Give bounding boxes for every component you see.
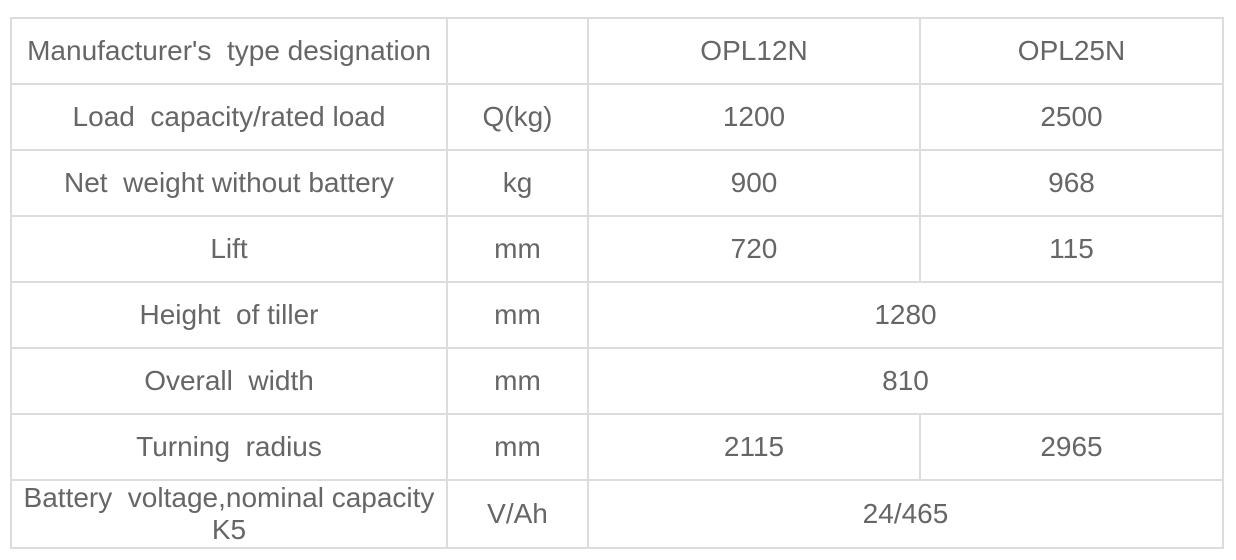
model2-value-cell: 2965 — [919, 413, 1224, 481]
spec-label-cell: Manufacturer's type designation — [10, 17, 448, 85]
unit-cell: mm — [446, 347, 589, 415]
spec-label-cell: Turning radius — [10, 413, 448, 481]
model2-value-cell: 968 — [919, 149, 1224, 217]
unit-cell: mm — [446, 281, 589, 349]
spec-label-cell: Overall width — [10, 347, 448, 415]
header-row: Manufacturer's type designation OPL12N O… — [10, 17, 1224, 85]
spec-row-load-capacity: Load capacity/rated load Q(kg) 1200 2500 — [10, 83, 1224, 151]
spec-label-cell: Lift — [10, 215, 448, 283]
spec-row-turning-radius: Turning radius mm 2115 2965 — [10, 413, 1224, 481]
unit-cell: V/Ah — [446, 478, 589, 550]
model2-header-cell: OPL25N — [919, 17, 1224, 85]
model2-value-cell: 2500 — [919, 83, 1224, 151]
model1-value-cell: 900 — [587, 149, 921, 217]
model1-value-cell: 1200 — [587, 83, 921, 151]
merged-value-cell: 810 — [587, 347, 1224, 415]
model1-value-cell: 720 — [587, 215, 921, 283]
merged-value-cell: 24/465 — [587, 478, 1224, 550]
unit-cell: mm — [446, 413, 589, 481]
spec-table: Manufacturer's type designation OPL12N O… — [10, 17, 1224, 550]
spec-row-net-weight: Net weight without battery kg 900 968 — [10, 149, 1224, 217]
spec-label-cell: Height of tiller — [10, 281, 448, 349]
spec-label-cell: Load capacity/rated load — [10, 83, 448, 151]
merged-value-cell: 1280 — [587, 281, 1224, 349]
spec-row-overall-width: Overall width mm 810 — [10, 347, 1224, 415]
model1-header-cell: OPL12N — [587, 17, 921, 85]
spec-row-tiller-height: Height of tiller mm 1280 — [10, 281, 1224, 349]
unit-cell: Q(kg) — [446, 83, 589, 151]
spec-row-battery-voltage: Battery voltage,nominal capacity K5 V/Ah… — [10, 478, 1224, 550]
unit-cell: mm — [446, 215, 589, 283]
spec-label-cell: Net weight without battery — [10, 149, 448, 217]
model2-value-cell: 115 — [919, 215, 1224, 283]
spec-label-cell: Battery voltage,nominal capacity K5 — [10, 478, 448, 550]
spec-row-lift: Lift mm 720 115 — [10, 215, 1224, 283]
unit-cell-empty — [446, 17, 589, 85]
model1-value-cell: 2115 — [587, 413, 921, 481]
unit-cell: kg — [446, 149, 589, 217]
